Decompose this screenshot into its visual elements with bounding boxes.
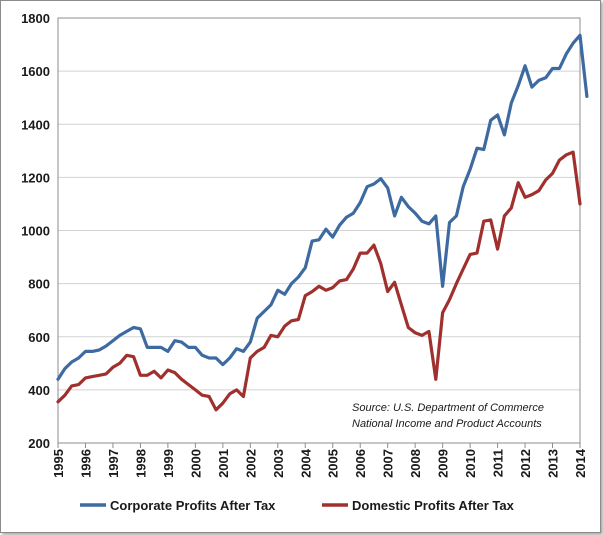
y-tick-label: 1600 <box>21 64 50 79</box>
x-axis-ticks: 1995 1996 1997 1998 1999 2000 2001 2002 2003 2004… <box>51 443 588 478</box>
y-tick-label: 1000 <box>21 224 50 239</box>
x-tick-label: 1997 <box>106 449 121 478</box>
x-tick-label: 2001 <box>216 449 231 478</box>
x-tick-label: 2000 <box>188 449 203 478</box>
x-tick-label: 1995 <box>51 449 66 478</box>
x-tick-label: 2006 <box>353 449 368 478</box>
y-tick-label: 200 <box>28 436 50 451</box>
y-axis-ticks: 200 400 600 800 1000 1200 1400 1600 1800 <box>21 11 50 451</box>
source-line-1: Source: U.S. Department of Commerce <box>352 402 544 414</box>
x-tick-label: 2009 <box>436 449 451 478</box>
x-tick-label: 2011 <box>491 449 506 477</box>
x-tick-label: 2007 <box>381 449 396 478</box>
x-tick-label: 2002 <box>243 449 258 478</box>
legend-label-corporate: Corporate Profits After Tax <box>110 498 276 513</box>
y-tick-label: 600 <box>28 330 50 345</box>
source-line-2: National Income and Product Accounts <box>352 418 542 430</box>
y-tick-label: 1800 <box>21 11 50 26</box>
x-tick-label: 2008 <box>408 449 423 478</box>
x-tick-label: 2013 <box>546 449 561 478</box>
y-tick-label: 1400 <box>21 117 50 132</box>
series-lines <box>56 33 589 412</box>
x-tick-label: 2012 <box>518 449 533 478</box>
series-line-corporate-profits <box>56 33 589 381</box>
x-tick-label: 1998 <box>133 449 148 478</box>
y-tick-label: 1200 <box>21 170 50 185</box>
plot-area-border <box>57 17 581 444</box>
legend-label-domestic: Domestic Profits After Tax <box>352 498 515 513</box>
x-tick-label: 2010 <box>463 449 478 478</box>
x-tick-label: 2005 <box>326 449 341 478</box>
x-tick-label: 1996 <box>78 449 93 478</box>
x-tick-label: 1999 <box>161 449 176 478</box>
series-line-domestic-profits <box>56 150 582 412</box>
x-tick-label: 2014 <box>573 448 588 478</box>
x-tick-label: 2004 <box>298 448 313 478</box>
source-annotation: Source: U.S. Department of Commerce Nati… <box>352 402 544 430</box>
y-tick-label: 800 <box>28 277 50 292</box>
legend: Corporate Profits After Tax Domestic Pro… <box>80 498 515 513</box>
x-tick-label: 2003 <box>271 449 286 478</box>
y-tick-label: 400 <box>28 383 50 398</box>
